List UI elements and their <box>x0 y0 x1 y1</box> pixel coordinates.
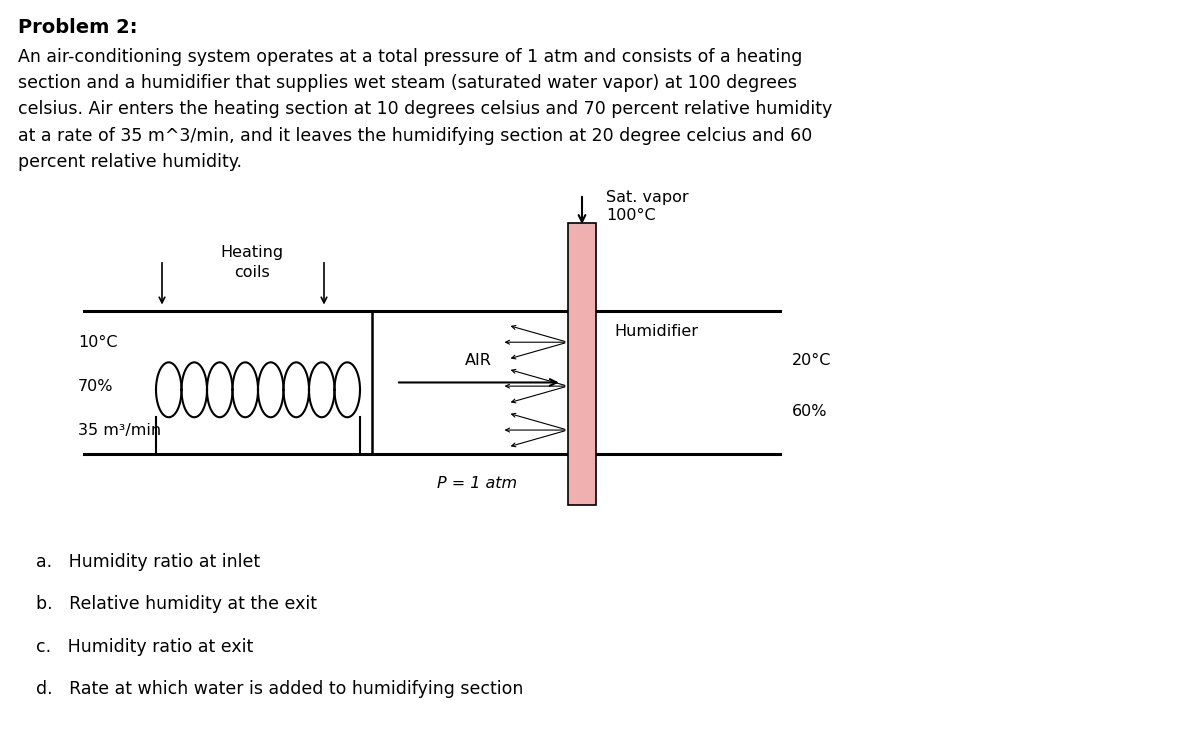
Text: b.   Relative humidity at the exit: b. Relative humidity at the exit <box>36 595 317 613</box>
Text: 60%: 60% <box>792 404 828 419</box>
Text: 70%: 70% <box>78 378 114 394</box>
Text: Humidifier: Humidifier <box>614 324 698 339</box>
Text: 20°C: 20°C <box>792 353 832 368</box>
Text: 35 m³/min: 35 m³/min <box>78 422 161 438</box>
Text: Heating
coils: Heating coils <box>221 245 283 280</box>
Text: An air-conditioning system operates at a total pressure of 1 atm and consists of: An air-conditioning system operates at a… <box>18 48 833 171</box>
Text: AIR: AIR <box>466 353 492 368</box>
Text: P = 1 atm: P = 1 atm <box>437 476 517 490</box>
Text: c.   Humidity ratio at exit: c. Humidity ratio at exit <box>36 638 253 656</box>
Text: Problem 2:: Problem 2: <box>18 18 138 37</box>
Text: 10°C: 10°C <box>78 335 118 350</box>
Text: a.   Humidity ratio at inlet: a. Humidity ratio at inlet <box>36 553 260 571</box>
Text: Sat. vapor
100°C: Sat. vapor 100°C <box>606 190 689 223</box>
Text: d.   Rate at which water is added to humidifying section: d. Rate at which water is added to humid… <box>36 680 523 698</box>
Bar <box>568 223 596 505</box>
